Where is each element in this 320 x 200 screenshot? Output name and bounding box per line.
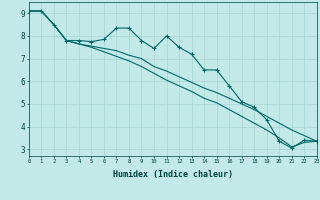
X-axis label: Humidex (Indice chaleur): Humidex (Indice chaleur) xyxy=(113,170,233,179)
